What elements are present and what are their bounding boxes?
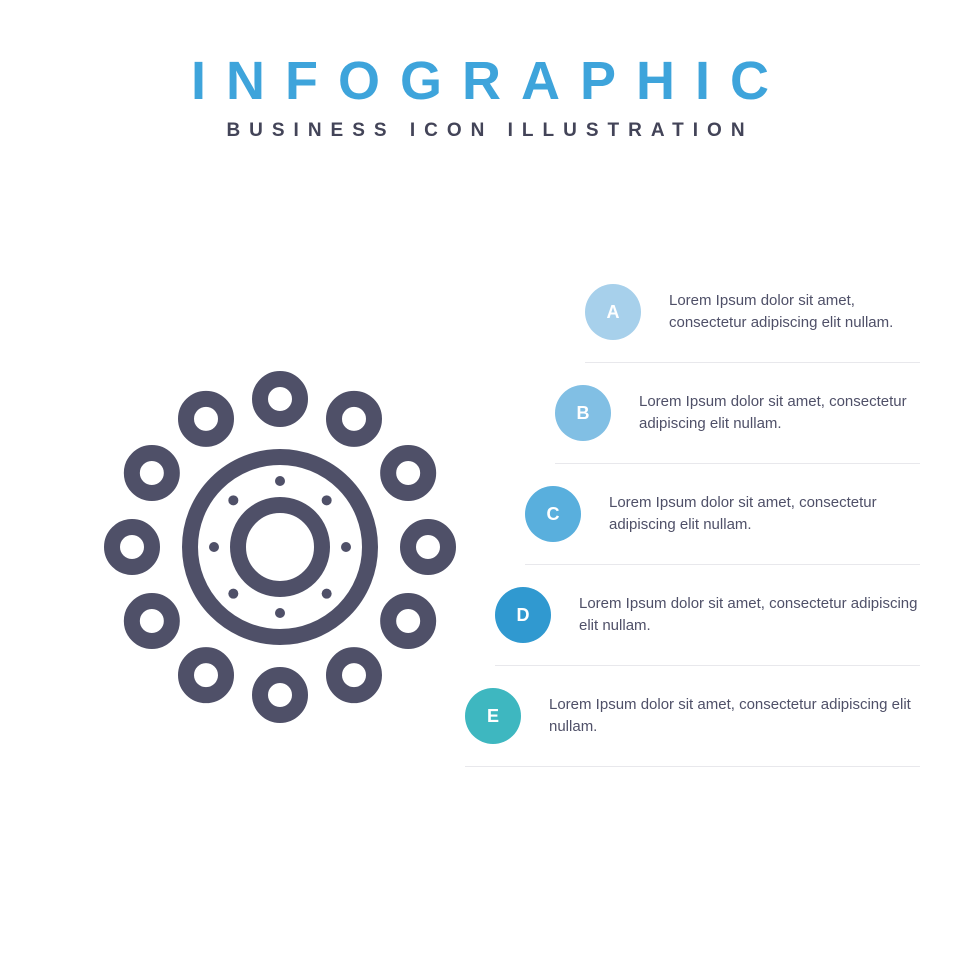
- step-badge-c: C: [525, 486, 581, 542]
- step-text: Lorem Ipsum dolor sit amet, consectetur …: [579, 593, 920, 638]
- page-title: INFOGRAPHIC: [0, 50, 980, 112]
- step-badge-d: D: [495, 587, 551, 643]
- step-badge-b: B: [555, 385, 611, 441]
- list-item: C Lorem Ipsum dolor sit amet, consectetur…: [525, 464, 920, 565]
- step-text: Lorem Ipsum dolor sit amet, consectetur …: [549, 694, 920, 739]
- step-text: Lorem Ipsum dolor sit amet, consectetur …: [639, 391, 920, 436]
- page-subtitle: BUSINESS ICON ILLUSTRATION: [0, 120, 980, 142]
- flower-icon: [95, 362, 465, 732]
- list-item: A Lorem Ipsum dolor sit amet, consectetur…: [585, 262, 920, 363]
- header: INFOGRAPHIC BUSINESS ICON ILLUSTRATION: [0, 0, 980, 142]
- list-item: D Lorem Ipsum dolor sit amet, consectetur…: [495, 565, 920, 666]
- step-badge-a: A: [585, 284, 641, 340]
- step-text: Lorem Ipsum dolor sit amet, consectetur …: [669, 290, 920, 335]
- step-text: Lorem Ipsum dolor sit amet, consectetur …: [609, 492, 920, 537]
- content-area: A Lorem Ipsum dolor sit amet, consectetur…: [0, 262, 980, 767]
- list-item: E Lorem Ipsum dolor sit amet, consectetur…: [465, 666, 920, 767]
- list-item: B Lorem Ipsum dolor sit amet, consectetur…: [555, 363, 920, 464]
- step-badge-e: E: [465, 688, 521, 744]
- steps-list: A Lorem Ipsum dolor sit amet, consectetur…: [465, 262, 980, 767]
